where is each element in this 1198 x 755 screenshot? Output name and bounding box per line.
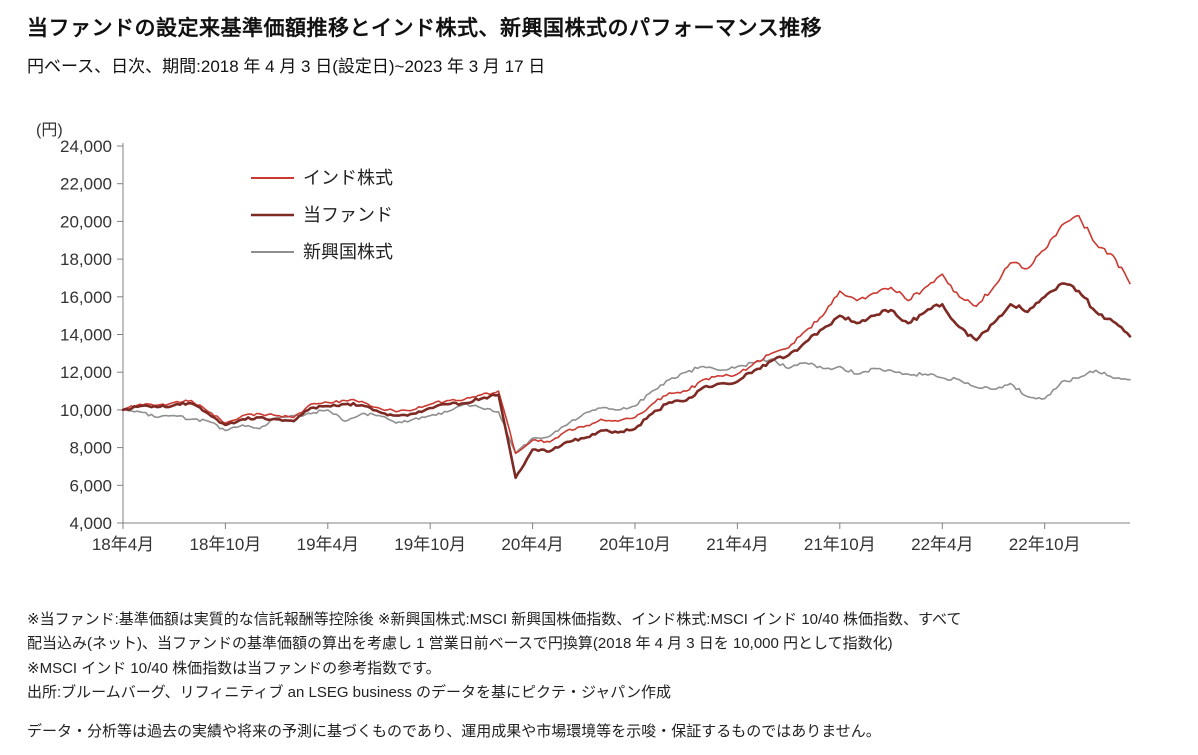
y-tick-label: 16,000 bbox=[60, 288, 112, 307]
x-tick-label: 22年10月 bbox=[1009, 535, 1081, 554]
series-line-fund bbox=[121, 282, 1132, 480]
series-line-india-equity bbox=[122, 214, 1131, 455]
y-tick-label: 22,000 bbox=[60, 175, 112, 194]
x-axis: 18年4月 18年10月 19年4月 19年10月 20年4月 20年10月 21年4月 21… bbox=[92, 522, 1130, 554]
x-tick-label: 21年10月 bbox=[804, 535, 876, 554]
footnotes: ※当ファンド:基準価額は実質的な信託報酬等控除後 ※新興国株式:MSCI 新興国… bbox=[27, 608, 1177, 744]
y-axis-unit-label: (円) bbox=[36, 122, 63, 139]
y-tick-label: 18,000 bbox=[60, 250, 112, 269]
y-tick-label: 12,000 bbox=[60, 363, 112, 382]
x-tick-label: 19年4月 bbox=[297, 535, 359, 554]
legend-item-1: 当ファンド bbox=[251, 205, 393, 225]
y-tick-label: 14,000 bbox=[60, 326, 112, 345]
legend-item-0: インド株式 bbox=[251, 168, 393, 188]
y-tick-label: 6,000 bbox=[69, 476, 112, 495]
footnote-line: 配当込み(ネット)、当ファンドの基準価額の算出を考慮し 1 営業日前ベースで円換… bbox=[27, 635, 893, 653]
x-tick-label: 22年4月 bbox=[911, 535, 973, 554]
y-tick-label: 24,000 bbox=[60, 138, 112, 156]
x-tick-label: 18年10月 bbox=[189, 535, 261, 554]
x-tick-label: 18年4月 bbox=[92, 535, 154, 554]
legend-label: 当ファンド bbox=[303, 205, 393, 225]
x-tick-label: 20年10月 bbox=[599, 535, 671, 554]
footnote-line: ※MSCI インド 10/40 株価指数は当ファンドの参考指数です。 bbox=[27, 659, 441, 677]
y-tick-label: 4,000 bbox=[69, 514, 112, 533]
y-tick-label: 20,000 bbox=[60, 212, 112, 231]
legend-label: インド株式 bbox=[303, 168, 393, 188]
page-subtitle: 円ベース、日次、期間:2018 年 4 月 3 日(設定日)~2023 年 3 … bbox=[27, 57, 546, 76]
series-line-emerging-equity bbox=[122, 358, 1131, 455]
y-tick-label: 8,000 bbox=[69, 439, 112, 458]
footnote-source-line: 出所:ブルームバーグ、リフィニティブ an LSEG business のデータ… bbox=[27, 683, 672, 701]
x-tick-label: 20年4月 bbox=[501, 535, 563, 554]
footnote-disclaimer: データ・分析等は過去の実績や将来の予測に基づくものであり、運用成果や市場環境等を… bbox=[27, 723, 881, 741]
footnote-line: ※当ファンド:基準価額は実質的な信託報酬等控除後 ※新興国株式:MSCI 新興国… bbox=[27, 611, 962, 628]
legend-label: 新興国株式 bbox=[303, 242, 393, 262]
legend-item-2: 新興国株式 bbox=[251, 242, 393, 262]
y-tick-label: 10,000 bbox=[60, 401, 112, 420]
x-tick-label: 21年4月 bbox=[706, 535, 768, 554]
y-axis: 24,000 22,000 20,000 18,000 16,000 14,000 12,0… bbox=[60, 138, 124, 533]
x-tick-label: 19年10月 bbox=[394, 535, 466, 554]
performance-line-chart: 24,000 22,000 20,000 18,000 16,000 14,000 12,0… bbox=[60, 138, 1132, 554]
page-title: 当ファンドの設定来基準価額推移とインド株式、新興国株式のパフォーマンス推移 bbox=[27, 17, 823, 40]
